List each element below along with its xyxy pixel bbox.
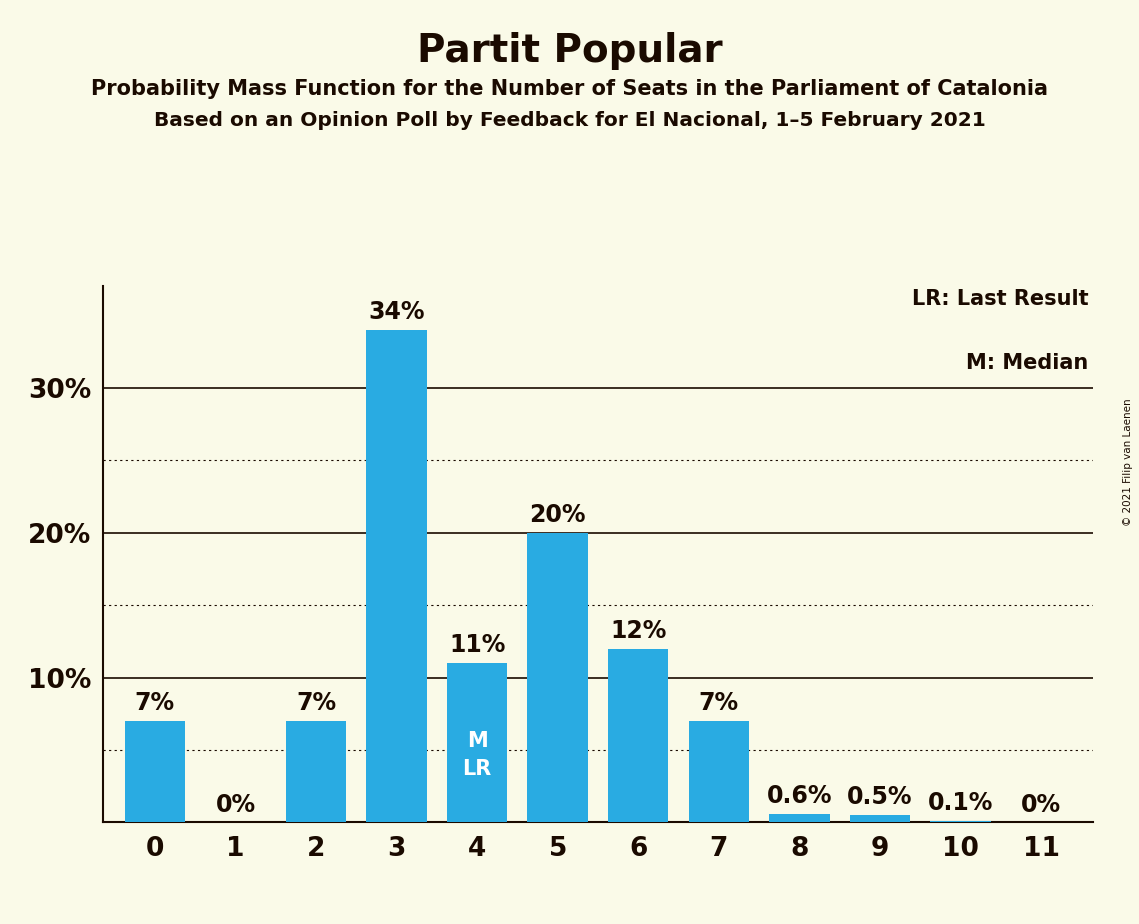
Bar <box>527 532 588 822</box>
Text: 11%: 11% <box>449 633 506 657</box>
Text: Probability Mass Function for the Number of Seats in the Parliament of Catalonia: Probability Mass Function for the Number… <box>91 79 1048 99</box>
Text: Partit Popular: Partit Popular <box>417 32 722 70</box>
Text: 0.1%: 0.1% <box>928 791 993 815</box>
Text: 0%: 0% <box>215 793 255 817</box>
Bar <box>124 721 185 822</box>
Text: M: Median: M: Median <box>966 354 1089 373</box>
Text: 0.6%: 0.6% <box>767 784 833 808</box>
Bar <box>608 649 669 822</box>
Bar <box>367 330 427 822</box>
Text: 12%: 12% <box>611 619 666 643</box>
Bar <box>689 721 749 822</box>
Bar <box>769 814 829 822</box>
Text: LR: Last Result: LR: Last Result <box>912 289 1089 310</box>
Text: 34%: 34% <box>368 300 425 324</box>
Bar <box>931 821 991 822</box>
Text: 7%: 7% <box>134 691 175 715</box>
Bar <box>850 815 910 822</box>
Text: 7%: 7% <box>296 691 336 715</box>
Bar <box>286 721 346 822</box>
Text: M
LR: M LR <box>462 732 492 780</box>
Text: Based on an Opinion Poll by Feedback for El Nacional, 1–5 February 2021: Based on an Opinion Poll by Feedback for… <box>154 111 985 130</box>
Bar <box>446 663 507 822</box>
Text: 20%: 20% <box>530 503 585 527</box>
Text: 7%: 7% <box>698 691 739 715</box>
Text: 0.5%: 0.5% <box>847 785 912 809</box>
Text: 0%: 0% <box>1021 793 1062 817</box>
Text: © 2021 Filip van Laenen: © 2021 Filip van Laenen <box>1123 398 1133 526</box>
